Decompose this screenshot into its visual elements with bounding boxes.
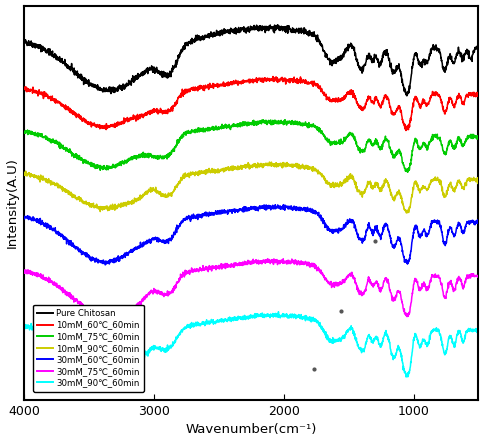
X-axis label: Wavenumber(cm⁻¹): Wavenumber(cm⁻¹) — [185, 423, 317, 436]
Y-axis label: Intensity(A.U): Intensity(A.U) — [5, 157, 18, 248]
Legend: Pure Chitosan, 10mM_60℃_60min, 10mM_75℃_60min, 10mM_90℃_60min, 30mM_60℃_60min, 3: Pure Chitosan, 10mM_60℃_60min, 10mM_75℃_… — [33, 305, 144, 392]
